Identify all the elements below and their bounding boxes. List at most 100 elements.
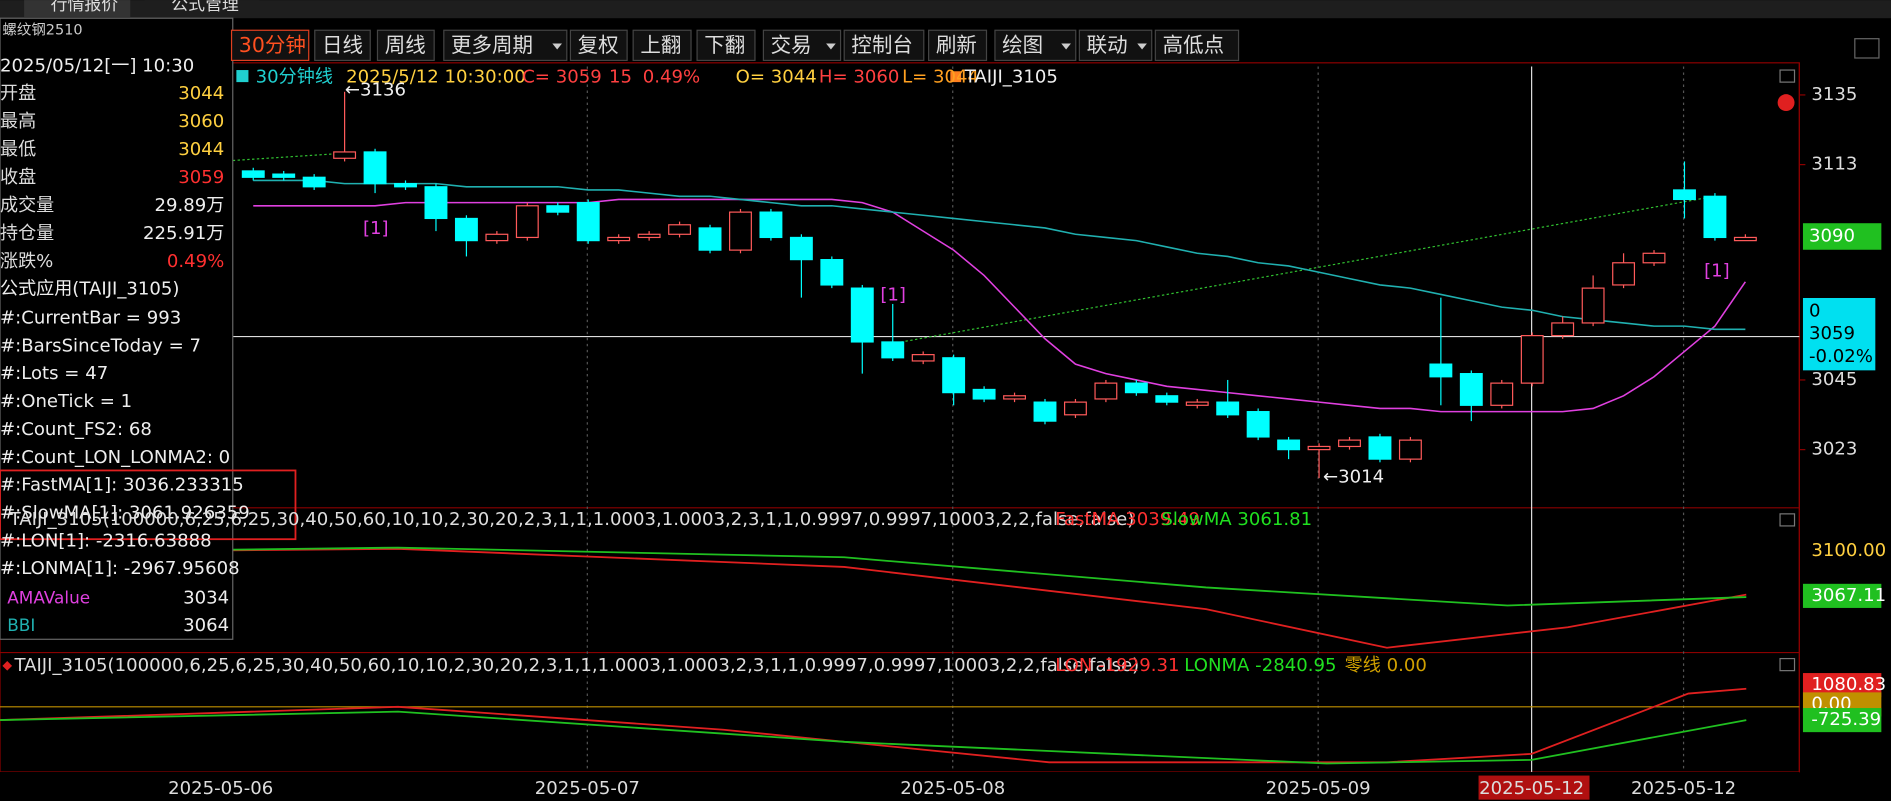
quote-label: 成交量 (0, 195, 54, 216)
candle-body (1490, 382, 1514, 406)
candle-body (1398, 439, 1422, 460)
indicator-params: TAIJI_3105(100000,6,25,6,25,30,40,50,60,… (13, 655, 1139, 676)
candle-body (972, 388, 996, 400)
variable: #:LON[1]: -2316.63888 (0, 530, 212, 551)
sub-axis-label: 3100.00 (1811, 540, 1886, 561)
candle-body (668, 224, 692, 235)
candle-body (820, 259, 844, 286)
candle-body (1338, 439, 1361, 448)
candle-body (302, 176, 326, 188)
tab-label: 公式管理 (171, 0, 239, 14)
y-tick-label: 3135 (1811, 84, 1857, 105)
toolbar-label: 更多周期 (451, 33, 533, 57)
variable: #:Count_LON_LONMA2: 0 (0, 447, 230, 468)
candle-body (1612, 262, 1636, 286)
signal-line (891, 196, 1713, 345)
variable: #:FastMA[1]: 3036.233315 (0, 475, 244, 496)
annotation: ←3136 (345, 80, 406, 101)
panel-icon[interactable] (1779, 69, 1796, 83)
quote-label: 涨跌% (0, 251, 53, 272)
indicator-legend: LONMA -2840.95 (1184, 655, 1336, 676)
toolbar-button[interactable] (994, 29, 1077, 62)
indicator-legend: 零线 0.00 (1345, 655, 1427, 676)
candle-body (942, 357, 966, 394)
sub-axis-label: 3067.11 (1811, 585, 1886, 606)
toolbar-label: 周线 (385, 33, 426, 57)
toolbar-button[interactable] (696, 29, 756, 62)
indicator-name: AMAValue (7, 587, 90, 607)
annotation: ←3014 (1323, 467, 1384, 488)
indicator-value: 3064 (183, 615, 229, 636)
toolbar-button[interactable] (1154, 29, 1240, 62)
quote-value: 3060 (178, 111, 224, 132)
candle-body (1094, 382, 1118, 400)
indicator-value: 3034 (183, 587, 229, 608)
quote-label: 最低 (0, 139, 36, 160)
candle-body (485, 233, 509, 242)
panel-icon[interactable] (1779, 513, 1796, 527)
lonma-line (0, 710, 1747, 765)
candle-body (729, 211, 752, 251)
indicator-legend: LON -1929.31 (1055, 655, 1179, 676)
annotation: [1] (1704, 260, 1730, 281)
candle-body (789, 236, 813, 261)
toolbar-label: 30分钟 (239, 33, 306, 57)
window-button[interactable] (1854, 38, 1880, 59)
tab-bar (0, 0, 1891, 19)
toolbar-label: 刷新 (936, 33, 977, 57)
indicator-legend: SlowMA 3061.81 (1161, 509, 1312, 530)
indicator-params: TAIJI_3105(100000,6,25,6,25,30,40,50,60,… (9, 509, 1135, 530)
panel-icon[interactable] (1779, 657, 1796, 672)
toolbar-button[interactable] (762, 29, 842, 62)
candle-body (759, 211, 783, 239)
chart-header: H= 3060 (819, 66, 900, 87)
variable: #:OneTick = 1 (0, 391, 132, 412)
candle-body (911, 354, 935, 362)
candle-body (272, 173, 296, 178)
toolbar-label: 交易 (771, 33, 812, 57)
variable: #:Count_FS2: 68 (0, 419, 152, 440)
tab[interactable] (144, 0, 260, 17)
quote-label: 最高 (0, 111, 36, 132)
candle-body (1277, 439, 1301, 451)
toolbar-button[interactable] (928, 29, 988, 62)
header-icon (236, 70, 249, 83)
y-tick-label: 3113 (1811, 154, 1857, 175)
last-price: 3090 (1809, 225, 1855, 246)
dropdown-arrow (1137, 43, 1147, 50)
candle-body (1003, 395, 1027, 400)
toolbar-label: 日线 (322, 33, 363, 57)
cursor-value: -0.02% (1809, 346, 1873, 367)
quote-value: 3044 (178, 83, 224, 104)
candle-body (515, 205, 539, 239)
candle-body (1185, 401, 1209, 406)
indicator-name: BBI (7, 615, 35, 635)
dropdown-arrow (1061, 43, 1071, 50)
candle-body (1063, 401, 1087, 416)
candle-body (1246, 411, 1270, 438)
candle-body (1581, 287, 1605, 324)
candle-body (1520, 335, 1544, 384)
candle-body (637, 233, 661, 239)
candle-body (1124, 382, 1148, 394)
candle-body (1368, 436, 1392, 460)
toolbar-button[interactable] (230, 29, 310, 62)
toolbar-button[interactable] (843, 29, 925, 62)
tab[interactable] (24, 0, 131, 17)
candle-body (1216, 401, 1240, 416)
toolbar-button[interactable] (632, 29, 692, 62)
candle-body (424, 186, 448, 220)
quote-value: 3044 (178, 139, 224, 160)
formula-name: 公式应用(TAIJI_3105) (0, 279, 179, 300)
toolbar-button[interactable] (443, 29, 568, 62)
toolbar-button[interactable] (569, 29, 628, 62)
toolbar-button[interactable] (314, 29, 371, 62)
toolbar-button[interactable] (376, 29, 435, 62)
alarm-icon[interactable] (1777, 94, 1795, 112)
candle-body (1642, 252, 1666, 264)
quote-label: 开盘 (0, 83, 36, 104)
x-tick-label: 2025-05-12 (1479, 778, 1584, 799)
x-tick-label: 2025-05-12 (1631, 778, 1736, 799)
